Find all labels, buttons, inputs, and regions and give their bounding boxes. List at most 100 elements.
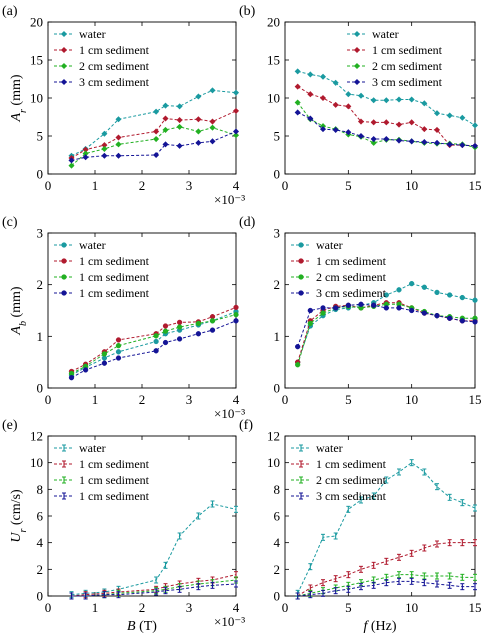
x-tick-label-b-3: 15 xyxy=(469,178,482,193)
data-point-b-3-7 xyxy=(383,136,390,143)
data-point-b-3-1 xyxy=(307,115,314,122)
legend-entry-f-3: 3 cm sediment xyxy=(316,489,387,503)
data-point-b-0-5 xyxy=(357,92,365,99)
data-point-b-1-10 xyxy=(421,126,428,133)
data-point-a-1-3 xyxy=(115,134,122,141)
data-point-b-0-13 xyxy=(459,114,466,121)
series-line-c-0 xyxy=(71,311,237,376)
series-line-c-2 xyxy=(71,314,237,374)
data-point-c-1-3 xyxy=(115,337,122,343)
legend-marker-d-2 xyxy=(298,274,304,280)
legend-entry-a-3: 3 cm sediment xyxy=(79,75,150,89)
data-point-a-1-7 xyxy=(195,116,202,123)
legend-entry-e-3: 1 cm sediment xyxy=(79,489,150,503)
legend-marker-c-2 xyxy=(61,274,67,280)
data-point-a-2-4 xyxy=(153,136,160,143)
x-tick-label-e-1: 1 xyxy=(92,600,99,615)
y-axis-label-a: Ar (mm) xyxy=(9,74,29,122)
data-point-d-3-4 xyxy=(345,302,351,308)
legend-entry-d-2: 2 cm sediment xyxy=(316,270,387,284)
y-tick-label-e-3: 6 xyxy=(37,509,44,524)
x-exponent-c: ×10⁻³ xyxy=(214,406,245,421)
y-tick-label-f-4: 8 xyxy=(274,482,281,497)
y-tick-label-b-0: 0 xyxy=(274,167,281,182)
legend-entry-c-2: 1 cm sediment xyxy=(79,270,150,284)
panel-b: 0 5 10 15 0 5 10 15 20 (b) water 1 cm sediment 2 cm … xyxy=(239,4,482,193)
y-tick-label-b-2: 10 xyxy=(267,91,280,106)
data-point-d-3-11 xyxy=(434,313,440,319)
x-tick-label-d-2: 10 xyxy=(405,392,418,407)
data-point-b-1-2 xyxy=(319,94,327,102)
x-tick-label-c-2: 2 xyxy=(139,392,146,407)
data-point-d-3-5 xyxy=(358,301,364,307)
x-tick-label-e-3: 3 xyxy=(186,600,193,615)
data-point-a-0-8 xyxy=(209,87,216,94)
plot-frame-d xyxy=(284,232,476,389)
data-point-d-3-12 xyxy=(447,315,453,321)
y-tick-label-c-3: 3 xyxy=(37,226,44,241)
x-exponent-e: ×10⁻³ xyxy=(214,614,245,629)
y-tick-label-f-5: 10 xyxy=(267,455,280,470)
data-point-b-1-6 xyxy=(370,119,377,126)
data-point-a-0-5 xyxy=(162,102,169,109)
data-point-d-0-9 xyxy=(409,280,415,287)
y-tick-label-c-2: 2 xyxy=(37,277,44,292)
y-axis-label-e: Ur (cm/s) xyxy=(9,489,29,543)
data-point-b-3-8 xyxy=(395,137,403,144)
y-tick-label-d-3: 3 xyxy=(274,226,281,241)
data-point-b-1-0 xyxy=(294,83,301,90)
data-point-c-3-8 xyxy=(209,327,216,333)
legend-marker-b-1 xyxy=(353,46,361,54)
y-tick-label-f-3: 6 xyxy=(274,509,281,524)
data-point-d-3-14 xyxy=(472,319,478,325)
y-axis-label-c: Ab (mm) xyxy=(9,286,29,336)
legend-marker-c-0 xyxy=(61,242,67,248)
data-point-c-2-5 xyxy=(162,328,169,334)
data-point-a-2-8 xyxy=(209,124,216,131)
series-line-e-0 xyxy=(71,503,237,596)
data-point-a-3-9 xyxy=(232,128,240,135)
series-line-a-1 xyxy=(71,110,237,159)
data-point-b-0-6 xyxy=(370,97,377,104)
legend-marker-b-3 xyxy=(353,78,361,86)
data-point-b-1-9 xyxy=(408,119,415,126)
data-point-b-3-6 xyxy=(370,136,377,143)
data-point-b-0-14 xyxy=(471,122,479,129)
y-tick-label-b-3: 15 xyxy=(267,53,280,68)
x-tick-label-f-2: 10 xyxy=(405,600,418,615)
data-point-c-2-6 xyxy=(176,324,183,330)
data-point-a-2-2 xyxy=(101,145,108,152)
data-point-b-1-11 xyxy=(433,126,441,133)
data-point-d-3-10 xyxy=(421,310,427,316)
data-point-a-2-0 xyxy=(68,162,75,169)
data-point-a-0-3 xyxy=(115,116,122,123)
data-point-c-1-5 xyxy=(162,323,169,329)
data-point-a-3-0 xyxy=(68,157,75,164)
y-tick-label-f-6: 12 xyxy=(267,429,280,444)
data-point-c-1-6 xyxy=(176,319,183,326)
legend-entry-b-0: water xyxy=(372,27,399,41)
y-tick-label-a-4: 20 xyxy=(30,15,43,30)
legend-entry-f-2: 2 cm sediment xyxy=(316,473,387,487)
data-point-c-3-1 xyxy=(82,367,89,373)
x-tick-label-e-2: 2 xyxy=(139,600,146,615)
y-tick-label-a-0: 0 xyxy=(37,167,44,182)
panel-d: 0 5 10 15 0 1 2 3 (d) water 1 cm sediment 2 cm sedi… xyxy=(239,215,482,407)
series-line-c-1 xyxy=(71,306,237,372)
data-point-a-3-4 xyxy=(153,151,160,159)
legend-marker-d-0 xyxy=(298,242,304,248)
panel-label-a: (a) xyxy=(2,4,18,19)
data-point-d-0-8 xyxy=(396,287,402,293)
data-point-d-0-13 xyxy=(459,294,465,301)
data-point-c-0-3 xyxy=(115,349,122,355)
y-tick-label-e-4: 8 xyxy=(37,482,44,497)
x-tick-label-b-2: 10 xyxy=(405,178,418,193)
data-point-b-0-7 xyxy=(383,97,390,104)
legend-entry-f-0: water xyxy=(316,441,343,455)
y-tick-label-f-2: 4 xyxy=(274,535,281,550)
data-point-d-0-7 xyxy=(383,292,389,298)
data-point-a-1-8 xyxy=(209,118,216,125)
data-point-c-3-9 xyxy=(233,318,239,324)
